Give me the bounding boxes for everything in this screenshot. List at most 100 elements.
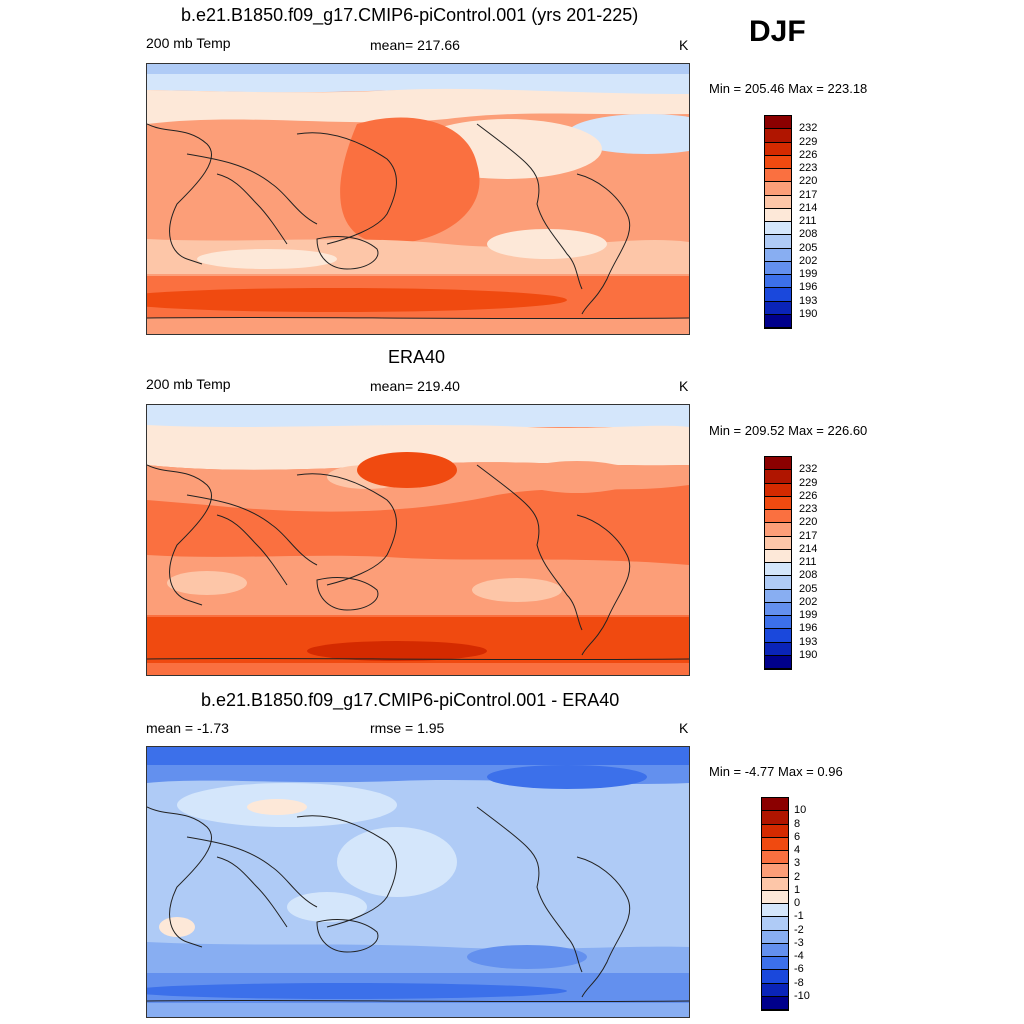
mean-label-obs: mean= 219.40 <box>370 378 460 394</box>
minmax-label-model: Min = 205.46 Max = 223.18 <box>709 81 868 96</box>
temperature-colorbar-box <box>765 496 791 510</box>
temperature-colorbar-box <box>765 275 791 289</box>
temperature-colorbar-box <box>765 483 791 497</box>
colorbar-model: 232 229 226 223 220 217 214 211 208 205 202 199 196 1… <box>764 115 817 329</box>
difference-colorbar-label: 4 <box>794 844 801 856</box>
difference-colorbar-label: -10 <box>794 989 810 1002</box>
temperature-colorbar-box <box>765 208 791 222</box>
difference-colorbar-label: 8 <box>794 817 801 830</box>
field-warm-atlantic <box>517 461 637 493</box>
temperature-colorbar-box <box>765 222 791 236</box>
temperature-colorbar-box <box>765 301 791 315</box>
difference-colorbar-label: 6 <box>794 830 801 843</box>
units-label-model: K <box>679 37 689 53</box>
field-band-arctic <box>147 747 689 765</box>
difference-colorbar-box <box>762 983 788 997</box>
temperature-colorbar-box <box>765 563 791 577</box>
temperature-colorbar-box <box>765 602 791 616</box>
temperature-colorbar-label: 211 <box>799 556 817 568</box>
mean-label-model: mean= 217.66 <box>370 37 460 53</box>
difference-colorbar-box <box>762 917 788 931</box>
field-cold-spot <box>639 127 689 147</box>
temperature-colorbar-label: 217 <box>799 188 818 201</box>
difference-colorbar-label: 1 <box>794 883 801 896</box>
temperature-colorbar-label: 226 <box>799 148 818 161</box>
field-warm-africa <box>159 917 195 937</box>
field-neutral-pacific <box>337 827 457 897</box>
temperature-colorbar-box <box>765 169 791 183</box>
temperature-colorbar-label: 223 <box>799 503 818 515</box>
temperature-colorbar-label: 223 <box>799 162 818 174</box>
temperature-colorbar-box <box>765 142 791 156</box>
field-band-midlat <box>147 88 689 124</box>
temperature-colorbar-label: 205 <box>799 241 818 254</box>
temperature-colorbar-label: 196 <box>799 622 818 635</box>
temperature-colorbar-box <box>765 182 791 196</box>
temperature-colorbar-label: 226 <box>799 489 818 502</box>
temperature-colorbar-box <box>765 248 791 262</box>
temperature-colorbar-box <box>765 116 791 130</box>
temperature-colorbar-box <box>765 576 791 590</box>
temperature-colorbar-box <box>765 523 791 537</box>
temperature-colorbar-box <box>765 195 791 209</box>
field-band-antarctic <box>147 663 689 675</box>
temperature-colorbar-box <box>765 629 791 643</box>
temperature-colorbar-label: 220 <box>799 516 818 529</box>
temperature-colorbar-box <box>765 457 791 471</box>
field-cold-atlantic <box>487 765 647 789</box>
field-band-arctic <box>147 405 689 427</box>
season-label: DJF <box>749 15 806 48</box>
temperature-colorbar-label: 193 <box>799 635 818 648</box>
temperature-colorbar-label: 190 <box>799 648 818 661</box>
minmax-label-obs: Min = 209.52 Max = 226.60 <box>709 423 868 438</box>
difference-colorbar-label: 2 <box>794 870 801 883</box>
temperature-colorbar-label: 229 <box>799 135 818 148</box>
field-warm-siberia <box>247 799 307 815</box>
temperature-colorbar-label: 190 <box>799 307 818 320</box>
minmax-label-diff: Min = -4.77 Max = 0.96 <box>709 764 843 779</box>
difference-colorbar-label: -4 <box>794 950 804 962</box>
mean-label-diff: mean = -1.73 <box>146 720 229 736</box>
panel-title-obs: ERA40 <box>388 347 446 367</box>
temperature-colorbar-label: 232 <box>799 463 818 476</box>
temperature-colorbar-box <box>765 655 791 669</box>
field-band-subtropic <box>147 555 689 615</box>
temperature-colorbar-label: 199 <box>799 609 818 621</box>
difference-colorbar-label: -3 <box>794 936 804 949</box>
field-band-southern-core <box>147 983 567 999</box>
difference-colorbar-box <box>762 851 788 865</box>
temperature-colorbar-box <box>765 536 791 550</box>
temperature-colorbar-box <box>765 261 791 275</box>
difference-colorbar-label: 10 <box>794 804 807 817</box>
temperature-colorbar-box <box>765 470 791 484</box>
temperature-colorbar-label: 196 <box>799 281 818 294</box>
temperature-colorbar-label: 193 <box>799 294 818 307</box>
temperature-colorbar-label: 202 <box>799 595 818 608</box>
temperature-colorbar-label: 211 <box>799 215 817 227</box>
temperature-colorbar-label: 208 <box>799 569 818 582</box>
variable-label-obs: 200 mb Temp <box>146 376 231 392</box>
difference-colorbar-label: -6 <box>794 963 804 976</box>
temperature-colorbar-label: 205 <box>799 582 818 595</box>
difference-colorbar-box <box>762 824 788 838</box>
temperature-colorbar-label: 229 <box>799 476 818 489</box>
difference-colorbar-label: -8 <box>794 976 804 989</box>
temperature-colorbar-box <box>765 549 791 563</box>
coastlines <box>147 123 689 320</box>
field-band-polar <box>147 74 689 96</box>
difference-colorbar-box <box>762 904 788 918</box>
temperature-colorbar-box <box>765 235 791 249</box>
temperature-colorbar-box <box>765 314 791 328</box>
temperature-colorbar-box <box>765 510 791 524</box>
field-neutral-indian <box>287 892 367 922</box>
difference-colorbar-box <box>762 957 788 971</box>
rmse-label-diff: rmse = 1.95 <box>370 720 445 736</box>
temperature-colorbar-box <box>765 129 791 143</box>
temperature-colorbar-box <box>765 589 791 603</box>
units-label-diff: K <box>679 720 689 736</box>
difference-colorbar-box <box>762 864 788 878</box>
difference-colorbar-box <box>762 930 788 944</box>
temperature-colorbar-label: 220 <box>799 175 818 188</box>
field-cool-indian <box>167 571 247 595</box>
colorbar-diff: 10 8 6 4 3 2 1 0 -1 -2 -3 -4 -6 -8 -10 <box>761 797 810 1011</box>
